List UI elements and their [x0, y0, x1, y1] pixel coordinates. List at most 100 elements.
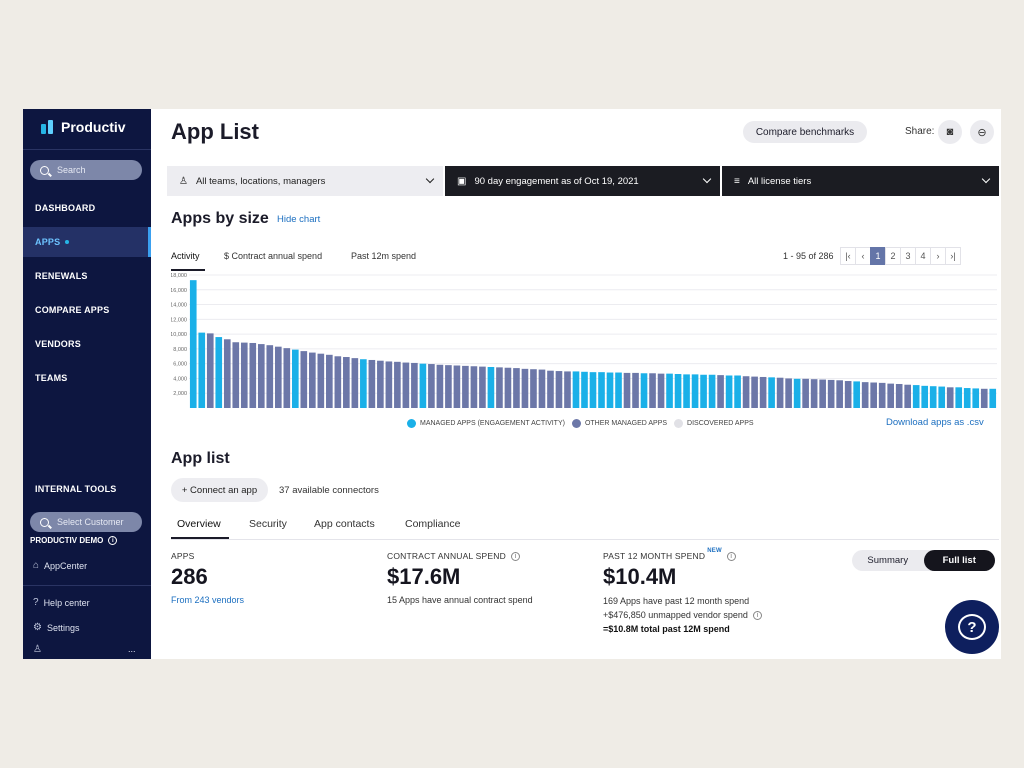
chart-bar[interactable]	[657, 373, 665, 408]
chart-bar[interactable]	[980, 388, 988, 408]
chart-bar[interactable]	[368, 359, 376, 408]
nav-item-internal-tools[interactable]: INTERNAL TOOLS	[23, 474, 151, 504]
chart-bar[interactable]	[649, 373, 656, 408]
chart-bar[interactable]	[317, 353, 325, 408]
chart-bar[interactable]	[283, 348, 291, 408]
next-page-button[interactable]: ›	[930, 247, 946, 265]
nav-item-renewals[interactable]: RENEWALS	[23, 261, 151, 291]
chart-bar[interactable]	[189, 280, 197, 408]
chart-bar[interactable]	[206, 333, 214, 408]
brand-logo[interactable]: Productiv	[41, 119, 126, 135]
license-filter-dropdown[interactable]: ≡ All license tiers	[722, 166, 999, 196]
tab-activity[interactable]: Activity	[171, 251, 200, 261]
chart-bar[interactable]	[742, 376, 750, 408]
chart-bar[interactable]	[513, 368, 520, 408]
vendors-link[interactable]: From 243 vendors	[171, 595, 245, 605]
chart-bar[interactable]	[946, 387, 954, 408]
chart-bar[interactable]	[428, 364, 435, 408]
chart-bar[interactable]	[700, 374, 707, 408]
chart-bar[interactable]	[691, 374, 699, 408]
engagement-filter-dropdown[interactable]: ▣ 90 day engagement as of Oct 19, 2021	[445, 166, 720, 196]
chart-bar[interactable]	[912, 385, 920, 408]
chart-bar[interactable]	[326, 354, 333, 408]
chart-bar[interactable]	[555, 371, 563, 408]
chart-bar[interactable]	[453, 365, 461, 408]
hide-chart-link[interactable]: Hide chart	[277, 214, 321, 225]
chart-bar[interactable]	[394, 361, 401, 408]
download-csv-link[interactable]: Download apps as .csv	[886, 417, 984, 428]
chart-bar[interactable]	[955, 387, 963, 408]
info-icon[interactable]: i	[726, 551, 736, 561]
chart-bar[interactable]	[411, 362, 418, 408]
full-list-toggle-button[interactable]: Full list	[923, 550, 995, 571]
page-button[interactable]: 3	[900, 247, 916, 265]
chart-bar[interactable]	[538, 369, 546, 408]
chart-bar[interactable]	[725, 375, 733, 408]
chart-bar[interactable]	[274, 346, 282, 408]
chart-bar[interactable]	[240, 342, 248, 408]
page-button[interactable]: 2	[885, 247, 901, 265]
chart-bar[interactable]	[810, 379, 818, 408]
chart-bar[interactable]	[198, 332, 206, 408]
first-page-button[interactable]: |‹	[840, 247, 856, 265]
chart-bar[interactable]	[793, 378, 801, 408]
chart-bar[interactable]	[334, 356, 342, 408]
chart-bar[interactable]	[878, 382, 886, 408]
chart-bar[interactable]	[708, 374, 716, 408]
chart-bar[interactable]	[292, 349, 299, 408]
chart-bar[interactable]	[717, 375, 724, 408]
nav-item-compare-apps[interactable]: COMPARE APPS	[23, 295, 151, 325]
chart-bar[interactable]	[462, 365, 469, 408]
info-icon[interactable]: i	[108, 536, 118, 545]
tab-past-12m-spend[interactable]: Past 12m spend	[351, 251, 417, 261]
chart-bar[interactable]	[895, 383, 903, 408]
chart-bar[interactable]	[827, 379, 835, 408]
tab-compliance[interactable]: Compliance	[405, 518, 461, 530]
last-page-button[interactable]: ›|	[945, 247, 961, 265]
chart-bar[interactable]	[844, 381, 852, 408]
chart-bar[interactable]	[938, 386, 946, 408]
page-button[interactable]: 4	[915, 247, 931, 265]
chart-bar[interactable]	[921, 385, 929, 408]
chart-bar[interactable]	[598, 372, 605, 408]
nav-item-dashboard[interactable]: DASHBOARD	[23, 193, 151, 223]
chart-bar[interactable]	[904, 384, 912, 408]
chart-bar[interactable]	[300, 351, 308, 408]
chart-bar[interactable]	[776, 377, 784, 408]
chart-bar[interactable]	[402, 362, 410, 408]
chart-bar[interactable]	[861, 382, 869, 408]
nav-item-teams[interactable]: TEAMS	[23, 363, 151, 393]
chart-bar[interactable]	[445, 365, 452, 408]
chart-bar[interactable]	[504, 367, 512, 408]
chart-bar[interactable]	[802, 378, 809, 408]
chart-bar[interactable]	[436, 364, 444, 408]
chart-bar[interactable]	[521, 368, 529, 408]
chart-bar[interactable]	[496, 367, 503, 408]
chart-bar[interactable]	[530, 369, 537, 408]
connect-app-button[interactable]: + Connect an app	[171, 478, 268, 502]
help-chat-button[interactable]: ?	[945, 600, 999, 654]
chart-bar[interactable]	[972, 388, 980, 408]
chart-bar[interactable]	[870, 382, 877, 408]
nav-item-apps[interactable]: APPS	[23, 227, 151, 257]
chart-bar[interactable]	[683, 374, 690, 408]
chart-bar[interactable]	[929, 386, 937, 408]
chart-bar[interactable]	[581, 371, 588, 408]
chart-bar[interactable]	[385, 361, 393, 408]
chart-bar[interactable]	[257, 344, 265, 408]
chart-bar[interactable]	[819, 379, 826, 408]
appcenter-link[interactable]: ⌂ AppCenter	[33, 560, 87, 571]
chart-bar[interactable]	[377, 360, 384, 408]
chart-bar[interactable]	[606, 372, 614, 408]
select-customer-input[interactable]: Select Customer	[30, 512, 142, 532]
chart-bar[interactable]	[232, 342, 240, 408]
chart-bar[interactable]	[360, 359, 367, 408]
chart-bar[interactable]	[223, 339, 231, 408]
link-share-button[interactable]: ⊖	[970, 120, 994, 144]
compare-benchmarks-button[interactable]: Compare benchmarks	[743, 121, 867, 143]
chart-bar[interactable]	[351, 358, 359, 409]
chart-bar[interactable]	[640, 373, 648, 408]
chart-bar[interactable]	[989, 388, 997, 408]
chart-bar[interactable]	[215, 337, 223, 408]
chart-bar[interactable]	[572, 371, 580, 408]
